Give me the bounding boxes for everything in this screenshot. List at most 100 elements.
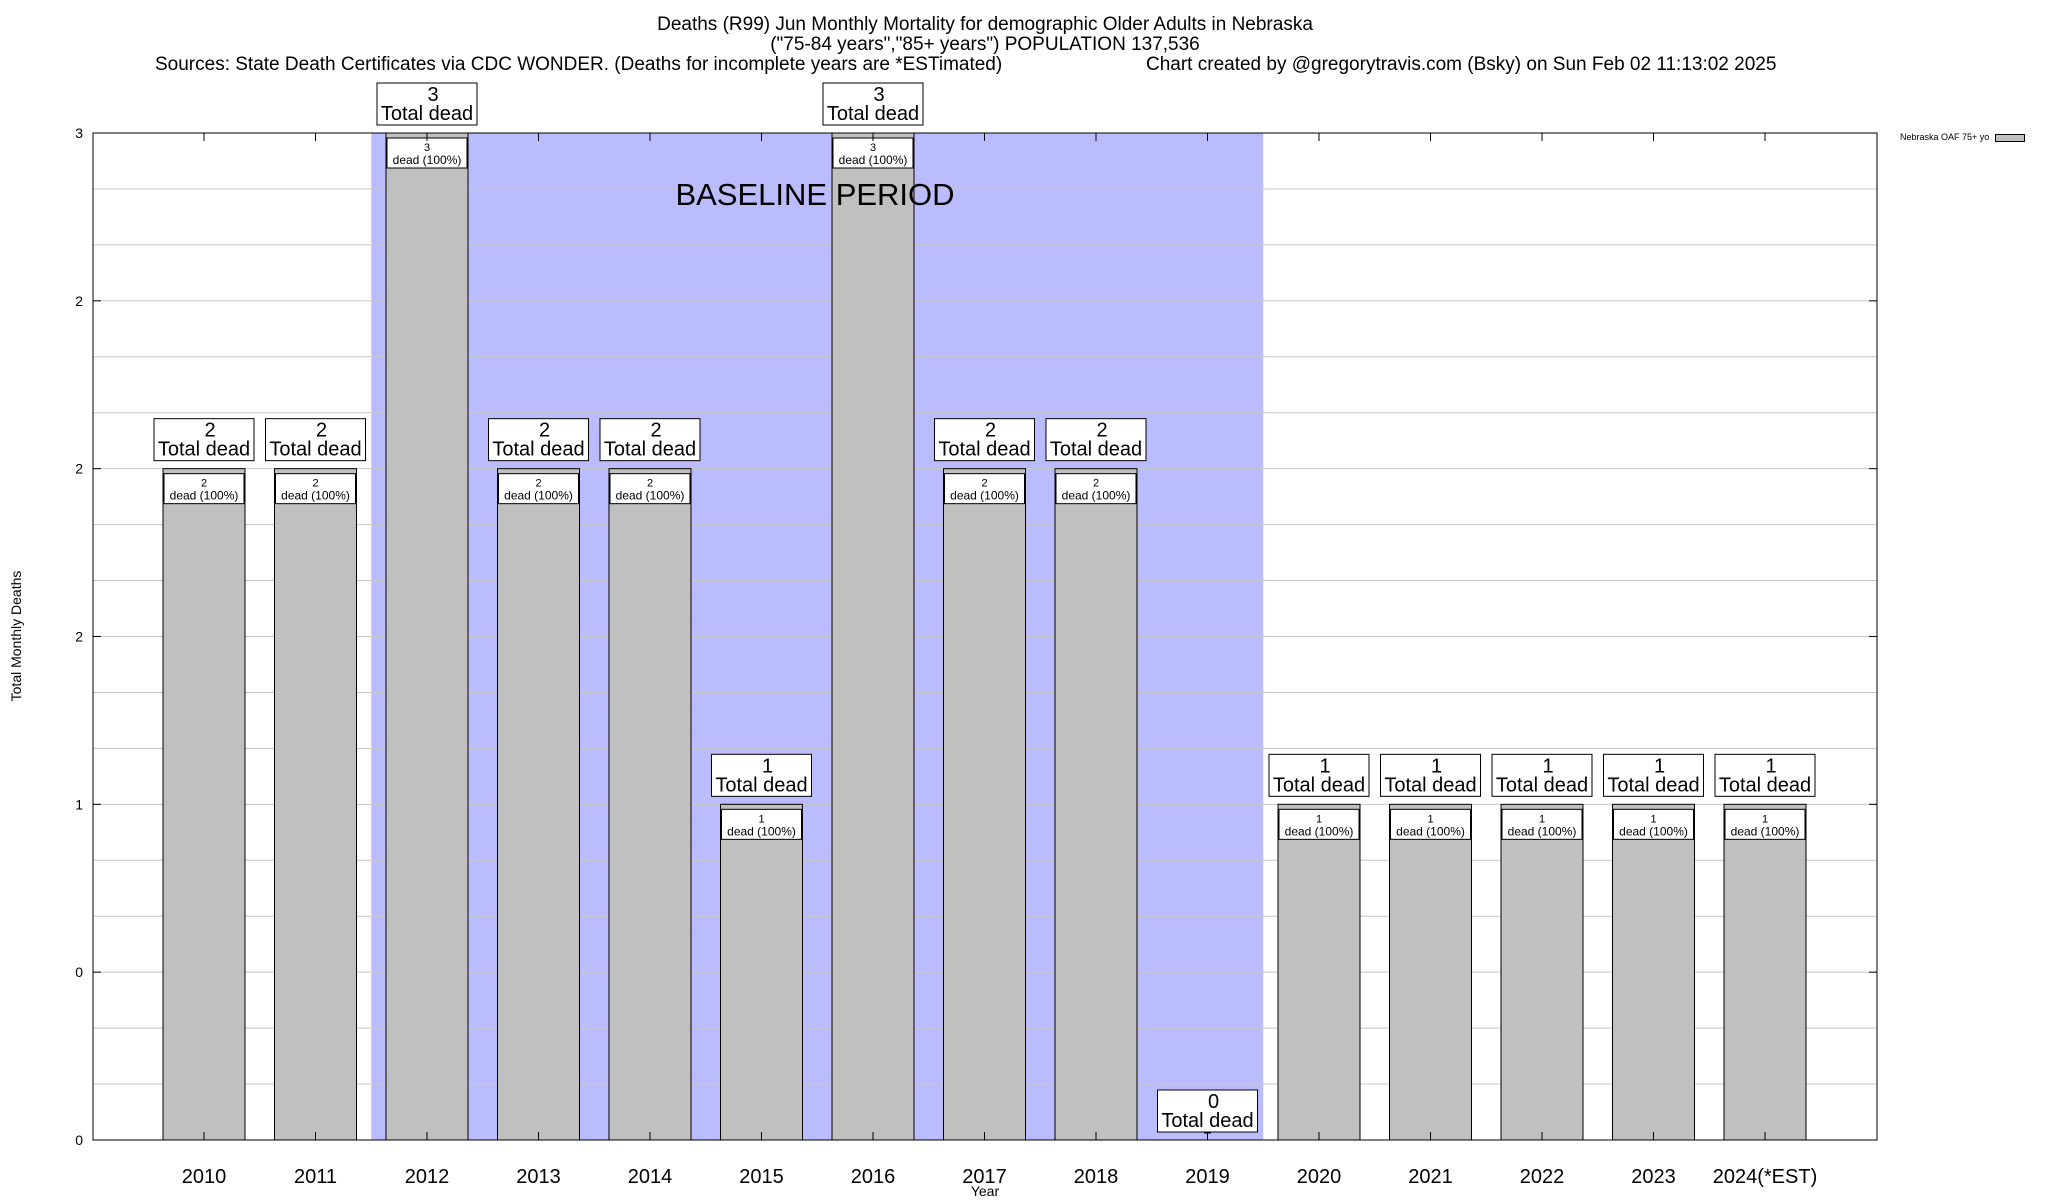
total-label-value: 1 [1765, 755, 1776, 777]
x-tick-label: 2010 [182, 1166, 227, 1188]
inner-label-value: 2 [201, 478, 207, 490]
inner-label-value: 1 [1650, 813, 1656, 825]
bar [1500, 803, 1584, 1141]
inner-label-text: dead (100%) [1062, 489, 1131, 503]
total-label-value: 1 [762, 755, 773, 777]
inner-label-text: dead (100%) [616, 489, 685, 503]
inner-label-value: 2 [312, 478, 318, 490]
y-tick-label: 0 [75, 1132, 83, 1148]
y-tick-label: 3 [75, 125, 83, 141]
total-label-value: 3 [427, 84, 438, 106]
inner-label-text: dead (100%) [727, 824, 796, 838]
total-label-text: Total dead [1384, 774, 1476, 796]
total-label-text: Total dead [381, 103, 473, 125]
total-label-value: 1 [1542, 755, 1553, 777]
inner-label-text: dead (100%) [281, 489, 350, 503]
total-label-text: Total dead [158, 439, 250, 461]
total-label-text: Total dead [269, 439, 361, 461]
y-tick-label: 0 [75, 964, 83, 980]
x-tick-label: 2016 [851, 1166, 896, 1188]
inner-label-value: 3 [870, 142, 876, 154]
inner-label-value: 2 [647, 478, 653, 490]
bar [720, 803, 803, 1141]
total-label-text: Total dead [1161, 1110, 1253, 1132]
chart-credit: Chart created by @gregorytravis.com (Bsk… [1146, 54, 1777, 75]
inner-label-box [1613, 808, 1694, 840]
x-tick-label: 2020 [1297, 1166, 1342, 1188]
inner-label-value: 2 [1093, 478, 1099, 490]
x-tick-label: 2014 [628, 1166, 673, 1188]
total-label-box [822, 82, 924, 126]
total-label-text: Total dead [492, 439, 584, 461]
total-label-text: Total dead [1607, 774, 1699, 796]
bar [497, 468, 580, 1141]
inner-label-value: 2 [535, 478, 541, 490]
total-label-box [1603, 753, 1704, 797]
total-label-value: 0 [1208, 1091, 1219, 1113]
total-label-value: 1 [1319, 755, 1330, 777]
total-label-box [934, 418, 1035, 462]
total-label-box [1045, 418, 1147, 462]
bar [943, 468, 1026, 1141]
legend-swatch [1995, 133, 2026, 142]
total-label-value: 3 [873, 84, 884, 106]
inner-label-box [386, 137, 468, 169]
inner-label-value: 2 [981, 478, 987, 490]
total-label-box [1714, 753, 1816, 797]
inner-label-box [1501, 808, 1583, 840]
total-label-box [153, 418, 255, 462]
total-label-box [488, 418, 589, 462]
legend: Nebraska OAF 75+ yo [1900, 132, 2026, 142]
total-label-box [376, 82, 478, 126]
chart-subtitle: ("75-84 years","85+ years") POPULATION 1… [770, 34, 1200, 55]
inner-label-text: dead (100%) [1285, 824, 1354, 838]
total-label-value: 2 [539, 420, 550, 442]
inner-label-value: 1 [758, 813, 764, 825]
total-label-value: 2 [204, 420, 215, 442]
x-tick-label: 2015 [739, 1166, 784, 1188]
bar [162, 468, 246, 1141]
inner-label-box [1390, 808, 1471, 840]
total-label-value: 2 [1096, 420, 1107, 442]
y-axis-label: Total Monthly Deaths [8, 571, 24, 702]
x-tick-label: 2013 [516, 1166, 561, 1188]
inner-label-box [1278, 808, 1360, 840]
bar [274, 468, 357, 1141]
plot-frame [92, 132, 1878, 1141]
chart-title: Deaths (R99) Jun Monthly Mortality for d… [657, 14, 1313, 35]
total-label-box [1268, 753, 1370, 797]
bar [1054, 468, 1138, 1141]
x-tick-label: 2017 [962, 1166, 1007, 1188]
chart-sources: Sources: State Death Certificates via CD… [155, 54, 1003, 75]
total-label-text: Total dead [604, 439, 696, 461]
inner-label-box [1055, 473, 1137, 505]
bar [385, 132, 469, 1141]
bar [1277, 803, 1361, 1141]
total-label-value: 2 [650, 420, 661, 442]
x-tick-label: 2024(*EST) [1713, 1166, 1818, 1188]
